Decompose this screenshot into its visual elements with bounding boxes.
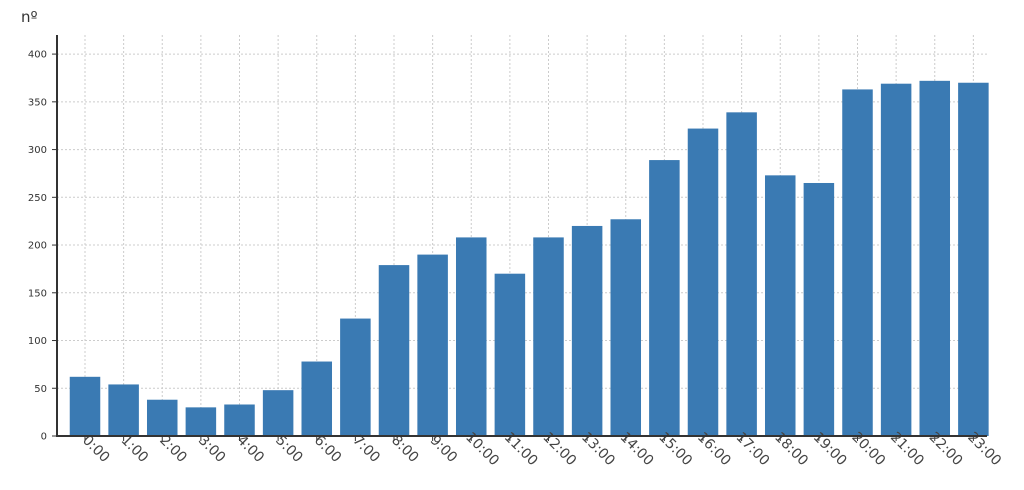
x-tick-label: 5:00 <box>272 432 306 466</box>
bar-3-00 <box>185 407 217 436</box>
bar-14-00 <box>610 219 642 436</box>
x-tick-label: 0:00 <box>79 432 113 466</box>
bar-4-00 <box>224 404 255 436</box>
bar-21-00 <box>880 83 912 436</box>
bar-12-00 <box>533 237 564 436</box>
bar-17-00 <box>726 112 757 436</box>
y-axis-ticks: 0 50 100 150 200 250 300 350 400 <box>28 50 57 443</box>
bar-19-00 <box>803 182 835 436</box>
bar-8-00 <box>378 265 410 436</box>
bar-10-00 <box>455 237 487 436</box>
bar-2-00 <box>146 399 178 436</box>
bar-18-00 <box>764 175 796 436</box>
y-tick-label: 150 <box>28 288 47 299</box>
bar-15-00 <box>649 160 680 437</box>
x-tick-label: 4:00 <box>234 432 268 466</box>
x-tick-label: 1:00 <box>118 432 152 466</box>
x-tick-label: 3:00 <box>195 432 229 466</box>
bars <box>69 80 989 437</box>
y-tick-label: 350 <box>28 97 47 108</box>
y-tick-label: 100 <box>28 336 47 347</box>
bar-5-00 <box>262 390 294 436</box>
y-tick-label: 250 <box>28 193 47 204</box>
y-tick-label: 50 <box>34 384 47 395</box>
bar-1-00 <box>108 384 139 436</box>
bar-9-00 <box>417 254 448 436</box>
y-tick-label: 400 <box>28 50 47 61</box>
bar-16-00 <box>687 128 719 437</box>
x-tick-label: 8:00 <box>388 432 422 466</box>
bar-22-00 <box>919 80 951 436</box>
bar-23-00 <box>958 82 989 436</box>
bar-13-00 <box>571 225 603 436</box>
bar-6-00 <box>301 361 333 436</box>
x-tick-label: 9:00 <box>427 432 461 466</box>
x-tick-label: 2:00 <box>156 432 190 466</box>
x-tick-label: 7:00 <box>349 432 383 466</box>
bar-0-00 <box>69 376 101 436</box>
y-axis-label: nº <box>21 8 38 26</box>
y-tick-label: 0 <box>41 432 47 443</box>
y-tick-label: 300 <box>28 145 47 156</box>
bar-11-00 <box>494 273 526 436</box>
bar-7-00 <box>340 318 371 436</box>
x-tick-label: 6:00 <box>311 432 345 466</box>
bar-20-00 <box>842 89 873 437</box>
y-tick-label: 200 <box>28 241 47 252</box>
